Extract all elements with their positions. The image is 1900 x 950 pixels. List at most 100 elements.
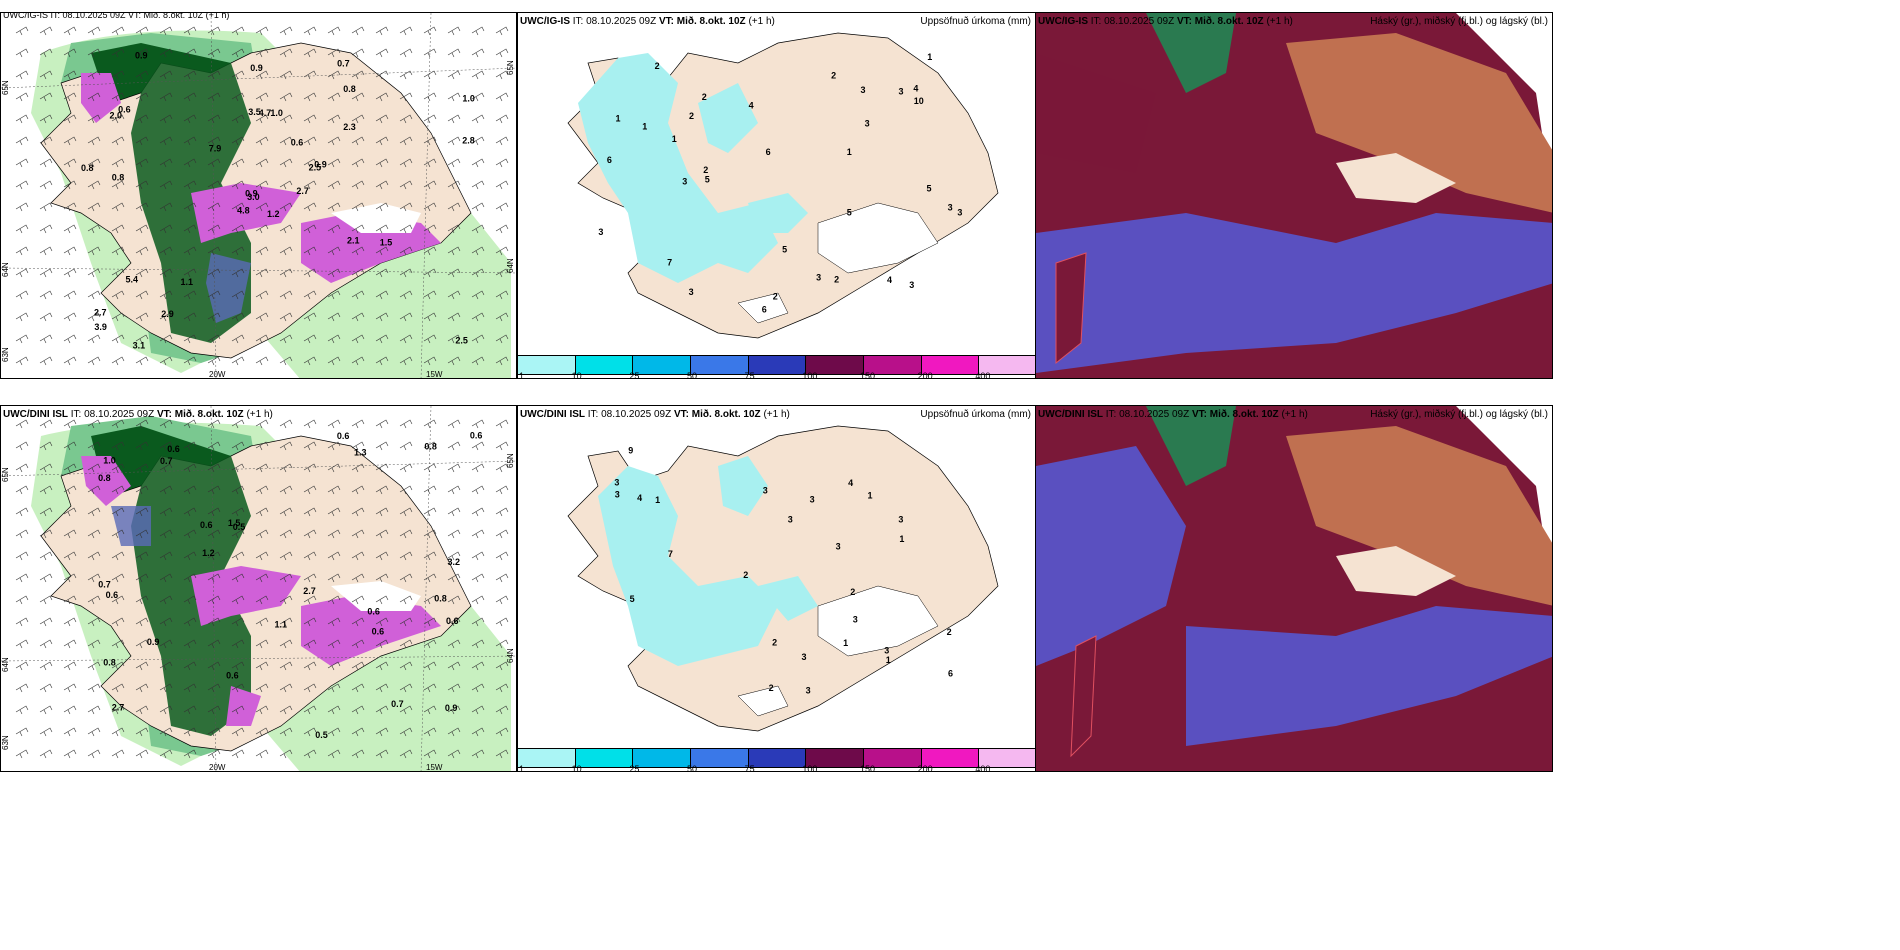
wind-barb: [279, 70, 293, 80]
wind-barb: [183, 441, 197, 451]
wind-barb: [447, 92, 461, 102]
wind-barb: [327, 419, 341, 429]
wind-barb: [39, 463, 53, 473]
wind-barb: [183, 529, 197, 539]
map-value-label: 7: [668, 549, 673, 559]
wind-barb: [375, 136, 389, 146]
wind-barb: [495, 683, 509, 693]
panel-header-wind-row1: UWC/IG-IS IT: 08.10.2025 09Z VT: Mið. 8.…: [3, 12, 230, 20]
wind-barb: [423, 92, 437, 102]
wind-barb: [135, 158, 149, 168]
wind-barb: [15, 180, 29, 190]
wind-barb: [327, 683, 341, 693]
wind-barb: [15, 312, 29, 322]
wind-barb: [327, 268, 341, 278]
wind-barb: [87, 727, 101, 737]
wind-barb: [135, 485, 149, 495]
map-value-label: 0.6: [167, 444, 180, 454]
wind-barb: [375, 202, 389, 212]
colorbar-swatch: [921, 749, 980, 767]
wind-barb: [399, 595, 413, 605]
map-value-label: 2.0: [110, 111, 123, 121]
wind-barb: [207, 595, 221, 605]
wind-barb: [87, 290, 101, 300]
wind-barb: [159, 26, 173, 36]
wind-barb: [399, 639, 413, 649]
wind-barb: [207, 70, 221, 80]
wind-barb: [63, 70, 77, 80]
precip-colorbar-labels-row2: 1 10 25 50 75 100 150 200 400: [518, 764, 1035, 771]
wind-barb: [15, 334, 29, 344]
wind-barb: [159, 485, 173, 495]
wind-barb: [135, 551, 149, 561]
wind-barb: [15, 683, 29, 693]
wind-barb: [231, 268, 245, 278]
wind-barb: [399, 617, 413, 627]
cloud-panel-row1: UWC/IG-IS IT: 08.10.2025 09Z VT: Mið. 8.…: [1035, 12, 1553, 379]
colorbar-swatch: [921, 356, 980, 374]
wind-barb: [447, 661, 461, 671]
wind-barb: [327, 705, 341, 715]
wind-barb: [87, 551, 101, 561]
wind-barb: [375, 114, 389, 124]
wind-barb: [63, 312, 77, 322]
wind-barb: [447, 595, 461, 605]
wind-barb: [495, 224, 509, 234]
map-value-label: 2.7: [303, 586, 316, 596]
wind-barb: [15, 727, 29, 737]
precip-colorbar-row1: [518, 355, 1035, 375]
wind-barb: [327, 70, 341, 80]
wind-barb: [327, 158, 341, 168]
colorbar-swatch: [806, 749, 865, 767]
wind-barb: [111, 26, 125, 36]
wind-barb: [495, 26, 509, 36]
wind-barb: [15, 246, 29, 256]
wind-barb: [471, 705, 485, 715]
wind-barb: [255, 727, 269, 737]
wind-barb: [159, 683, 173, 693]
wind-barb: [135, 180, 149, 190]
wind-barb: [495, 246, 509, 256]
wind-barb: [135, 507, 149, 517]
wind-barb: [111, 114, 125, 124]
wind-barb: [87, 485, 101, 495]
wind-barb: [351, 334, 365, 344]
colorbar-label: 50: [687, 371, 698, 379]
wind-barb: [255, 334, 269, 344]
wind-barb: [351, 419, 365, 429]
wind-barb: [63, 92, 77, 102]
wind-barb: [63, 441, 77, 451]
wind-barb: [255, 312, 269, 322]
wind-barb: [351, 268, 365, 278]
wind-barb: [39, 617, 53, 627]
map-value-label: 3: [682, 176, 687, 186]
wind-barb: [207, 573, 221, 583]
wind-barb: [351, 529, 365, 539]
map-value-label: 4: [887, 275, 892, 285]
wind-barb: [375, 356, 389, 366]
wind-barb: [231, 114, 245, 124]
wind-barb: [423, 334, 437, 344]
wind-barb: [375, 551, 389, 561]
wind-barb: [447, 268, 461, 278]
wind-barb: [375, 312, 389, 322]
map-value-label: 2: [702, 92, 707, 102]
wind-barb: [399, 551, 413, 561]
wind-barb: [87, 705, 101, 715]
wind-barb: [63, 727, 77, 737]
wind-barb: [63, 268, 77, 278]
wind-barb: [231, 507, 245, 517]
wind-barb: [87, 683, 101, 693]
wind-barb: [375, 441, 389, 451]
wind-barb: [39, 529, 53, 539]
wind-barb: [279, 136, 293, 146]
wind-barb: [471, 617, 485, 627]
map-value-label: 2.1: [347, 236, 360, 246]
map-value-label: 2: [850, 587, 855, 597]
map-value-label: 0.8: [98, 473, 111, 483]
wind-precip-panel-row2: 20W 15W 65N 65N 64N 64N 63N 0.6 0.8 2.7 0.6…: [0, 405, 517, 772]
map-value-label: 3.1: [133, 341, 146, 351]
map-value-label: 2: [655, 61, 660, 71]
wind-barb: [351, 639, 365, 649]
wind-barb: [15, 441, 29, 451]
